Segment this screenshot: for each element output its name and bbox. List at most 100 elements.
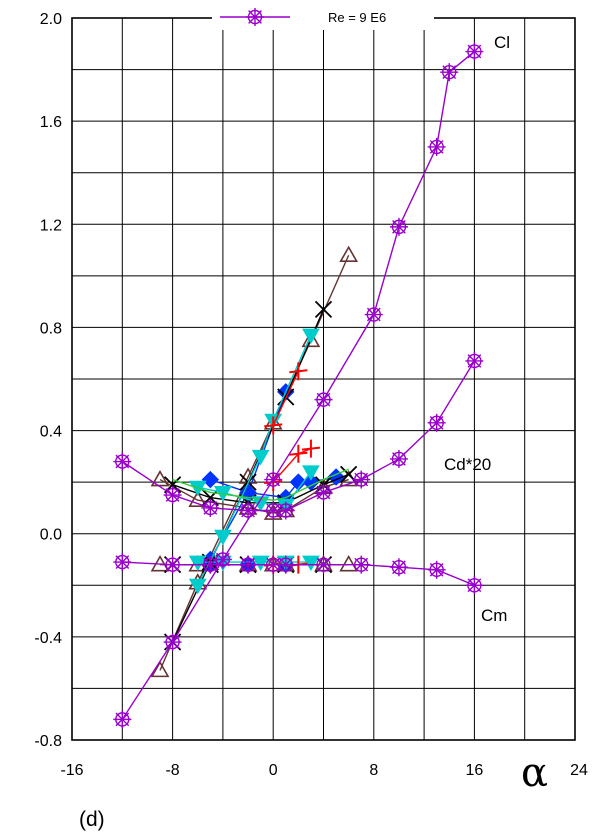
data-point-marker xyxy=(246,8,264,26)
marker-triangle xyxy=(339,245,359,263)
data-point-marker xyxy=(163,486,182,505)
y-tick-label: 1.6 xyxy=(40,114,62,131)
marker-spoke xyxy=(165,557,180,572)
chart-series xyxy=(113,42,484,729)
marker-x-stroke xyxy=(340,465,358,484)
data-point-marker xyxy=(264,416,283,435)
data-point-marker xyxy=(188,555,207,572)
data-point-marker xyxy=(163,633,182,652)
marker-spoke xyxy=(316,485,331,500)
marker-spoke xyxy=(392,560,406,575)
marker-triangle xyxy=(150,660,170,678)
annotation-cd20: Cd*20 xyxy=(444,455,491,474)
series-line-cl xyxy=(272,370,299,426)
marker-diamond xyxy=(201,470,220,489)
data-point-marker xyxy=(389,217,408,236)
data-point-marker xyxy=(289,362,308,381)
series-group xyxy=(163,300,358,651)
marker-spoke xyxy=(278,503,293,518)
data-point-marker xyxy=(465,576,484,595)
x-tick-label: -16 xyxy=(60,762,83,779)
marker-spoke xyxy=(429,562,444,577)
marker-triangle-down xyxy=(188,555,207,572)
data-point-marker xyxy=(339,555,359,572)
marker-spoke xyxy=(203,501,218,515)
marker-spoke xyxy=(429,415,444,430)
data-point-marker xyxy=(276,501,295,520)
marker-spoke xyxy=(467,44,482,59)
data-point-marker xyxy=(214,529,232,546)
data-point-marker xyxy=(113,710,132,729)
marker-spoke xyxy=(203,557,218,572)
data-point-marker xyxy=(276,555,295,574)
marker-spoke xyxy=(442,65,457,80)
data-point-marker xyxy=(251,449,270,466)
series-group xyxy=(172,468,349,501)
data-point-marker xyxy=(302,465,320,481)
data-point-marker xyxy=(352,470,371,489)
legend-label: Re = 9 E6 xyxy=(328,10,386,25)
data-point-marker xyxy=(314,390,333,409)
data-point-marker xyxy=(150,469,170,487)
marker-spoke xyxy=(392,220,406,234)
figure-caption: (d) xyxy=(79,808,105,831)
chart-legend: Re = 9 E6 xyxy=(212,4,434,30)
data-point-marker xyxy=(289,473,308,491)
data-point-marker xyxy=(201,555,220,574)
data-point-marker xyxy=(301,439,321,458)
marker-spoke xyxy=(115,555,130,569)
marker-spoke xyxy=(241,503,255,518)
marker-spoke xyxy=(248,10,262,24)
data-point-marker xyxy=(427,137,446,156)
marker-triangle xyxy=(188,490,208,507)
marker-spoke xyxy=(467,578,482,593)
marker-triangle-down xyxy=(214,529,232,546)
marker-spoke xyxy=(429,140,444,154)
chart-grid xyxy=(71,17,576,741)
marker-x-stroke xyxy=(314,300,333,319)
marker-spoke xyxy=(392,452,406,466)
data-point-marker xyxy=(314,300,333,319)
data-point-marker xyxy=(289,444,308,463)
data-point-marker xyxy=(465,351,484,370)
data-point-marker xyxy=(113,553,132,572)
marker-spoke xyxy=(354,557,369,572)
marker-spoke xyxy=(266,472,281,487)
y-tick-label: 2.0 xyxy=(40,11,62,28)
data-point-marker xyxy=(314,555,333,574)
marker-spoke xyxy=(278,557,293,572)
x-tick-label: -8 xyxy=(165,762,179,779)
data-point-marker xyxy=(427,560,446,579)
marker-spoke xyxy=(467,354,482,368)
marker-triangle-down xyxy=(251,496,270,512)
marker-spoke xyxy=(266,503,281,518)
x-axis-label: α xyxy=(521,750,548,796)
data-point-marker xyxy=(150,660,170,678)
data-point-marker xyxy=(251,496,270,512)
series-line-cd20 xyxy=(172,468,349,501)
y-tick-label: 0.0 xyxy=(40,527,62,544)
data-point-marker xyxy=(389,449,408,468)
marker-triangle-down xyxy=(251,555,270,572)
data-point-marker xyxy=(188,578,207,595)
annotation-cm: Cm xyxy=(481,606,507,625)
chart-tick-labels: 2.0 1.6 1.2 0.8 0.4 0.0 -0.4 -0.8 -16 -8 0 8 16 24 xyxy=(34,11,588,779)
legend-marker-icon xyxy=(246,8,264,26)
annotation-cl: Cl xyxy=(494,33,510,52)
data-point-marker xyxy=(389,558,408,577)
data-point-marker xyxy=(239,555,258,574)
data-point-marker xyxy=(163,555,182,574)
marker-triangle-down xyxy=(302,328,320,345)
marker-triangle xyxy=(339,555,359,572)
marker-spoke xyxy=(115,454,130,469)
marker-triangle-down xyxy=(302,465,320,481)
marker-triangle xyxy=(301,330,321,348)
series-line-cl xyxy=(121,50,475,720)
data-point-marker xyxy=(339,245,359,263)
y-tick-label: 0.8 xyxy=(40,320,62,337)
marker-triangle-down xyxy=(251,449,270,466)
data-point-marker xyxy=(427,413,446,432)
x-tick-label: 16 xyxy=(466,762,484,779)
data-point-marker xyxy=(301,330,321,348)
